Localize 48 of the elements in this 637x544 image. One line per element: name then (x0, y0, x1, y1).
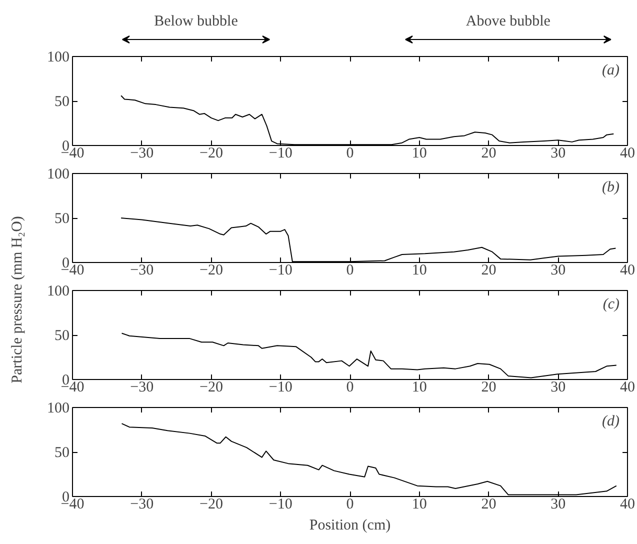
y-tick-label: 100 (47, 166, 70, 182)
x-tick-label: −10 (268, 146, 292, 162)
y-axis-title: Particle pressure (mm H₂O) (9, 216, 26, 384)
x-tick-label: 30 (550, 496, 566, 512)
text: Above bubble (466, 14, 551, 30)
text: Below bubble (154, 14, 238, 30)
x-tick-label: −30 (130, 146, 154, 162)
x-tick-label: −30 (130, 262, 154, 278)
annotation: (a) (602, 62, 620, 78)
x-tick-label: 40 (620, 380, 635, 396)
x-tick-label: 40 (620, 262, 635, 278)
y-tick-label: 50 (54, 328, 70, 344)
x-tick-label: −10 (268, 496, 292, 512)
x-tick-label: 40 (620, 496, 635, 512)
x-axis-title: Position (cm) (309, 518, 391, 534)
annotation: (c) (602, 296, 620, 312)
x-tick-label: 0 (346, 380, 354, 396)
x-tick-label: 10 (412, 380, 427, 396)
y-tick-label: 50 (54, 445, 70, 461)
x-tick-label: −20 (200, 380, 223, 396)
x-tick-label: 40 (620, 146, 635, 162)
x-tick-label: 10 (412, 146, 427, 162)
y-tick-label: 50 (54, 94, 70, 110)
x-tick-label: 0 (346, 496, 354, 512)
x-tick-label: −20 (200, 496, 223, 512)
x-tick-label: −20 (200, 262, 223, 278)
x-tick-label: 20 (481, 262, 496, 278)
x-tick-label: 0 (346, 262, 354, 278)
y-tick-label: 100 (47, 50, 70, 66)
x-tick-label: 30 (550, 380, 566, 396)
y-tick-label: 50 (54, 211, 70, 227)
x-tick-label: −30 (130, 496, 154, 512)
x-tick-label: 30 (550, 262, 566, 278)
annotation: (b) (602, 180, 620, 196)
x-tick-label: 20 (481, 146, 496, 162)
x-tick-label: −10 (268, 380, 292, 396)
x-tick-label: 30 (550, 146, 566, 162)
x-tick-label: 20 (481, 496, 496, 512)
y-tick-label: 100 (47, 400, 70, 416)
x-tick-label: −30 (130, 380, 154, 396)
y-tick-label: 100 (47, 284, 70, 300)
x-tick-label: 10 (412, 262, 427, 278)
x-tick-label: −10 (268, 262, 292, 278)
x-tick-label: 20 (481, 380, 496, 396)
annotation: (d) (602, 414, 620, 430)
x-tick-label: −20 (200, 146, 223, 162)
x-tick-label: 0 (346, 146, 354, 162)
x-tick-label: 10 (412, 496, 427, 512)
